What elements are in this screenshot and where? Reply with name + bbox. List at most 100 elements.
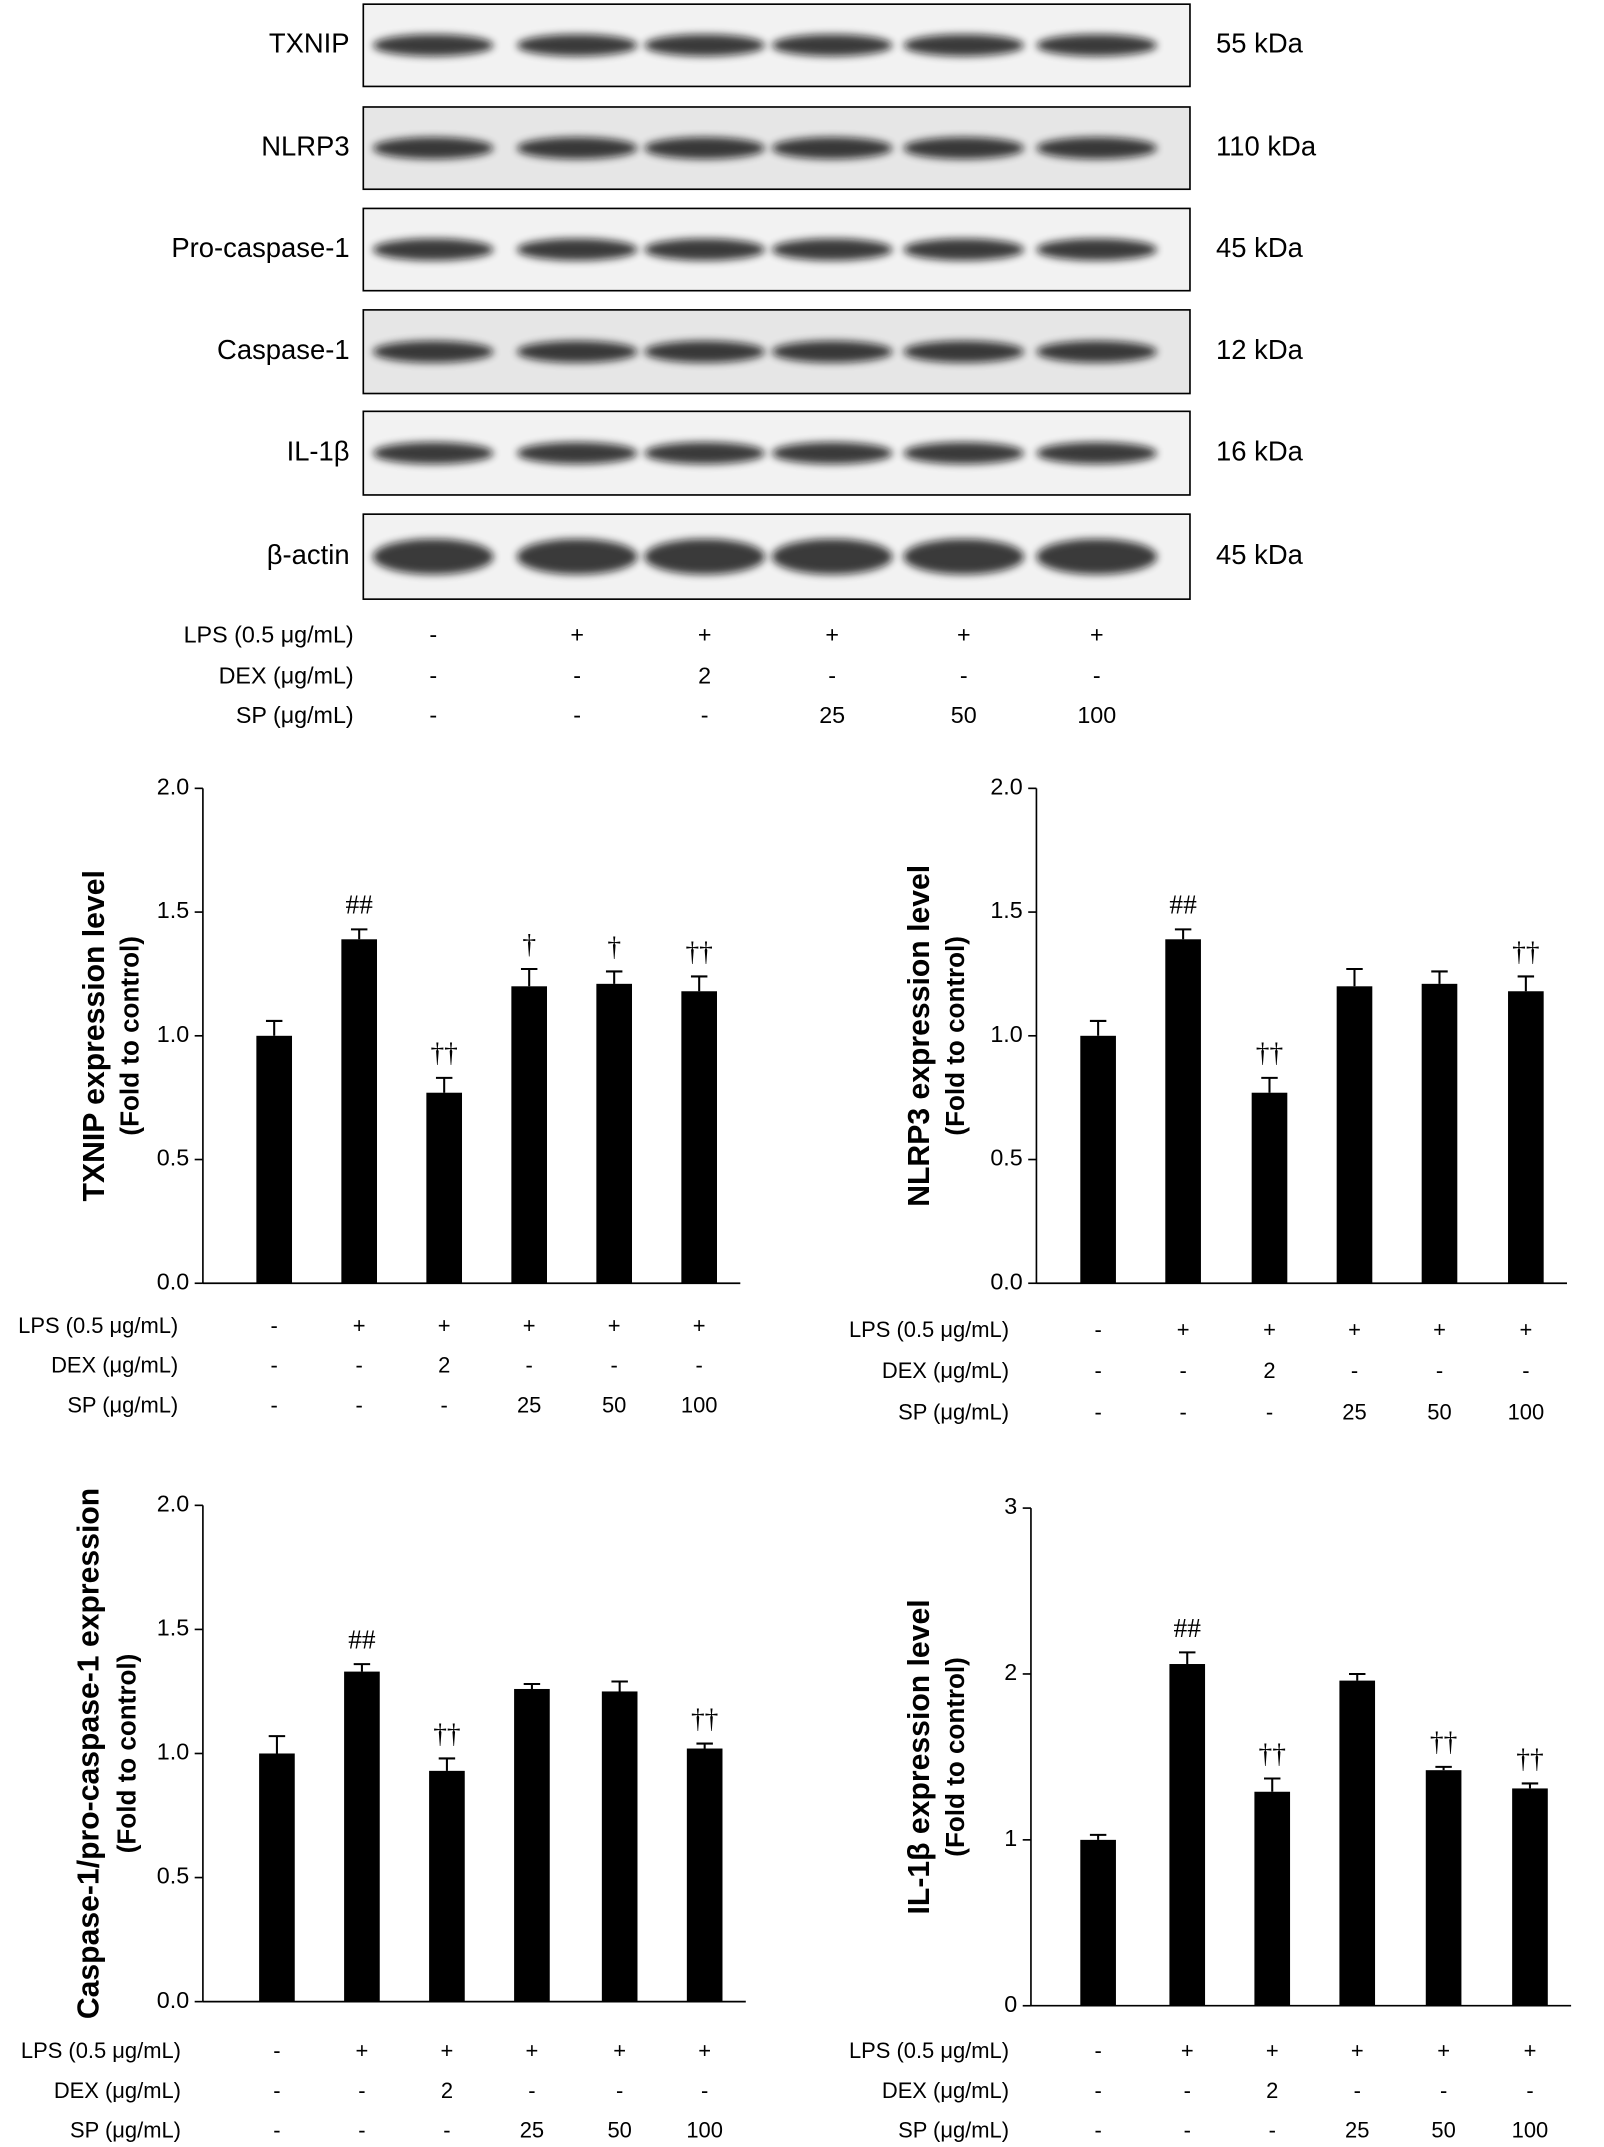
error-bar (435, 1076, 453, 1093)
blot-band (372, 538, 494, 575)
blot-band (372, 340, 494, 363)
error-bar (1435, 1765, 1452, 1771)
y-axis-label: Caspase-1/pro-caspase-1 expression (72, 1488, 105, 2019)
treatment-value: - (1094, 2118, 1101, 2143)
treatment-value: 2 (1263, 1358, 1275, 1383)
blot-band (516, 340, 638, 363)
treatment-value: + (608, 1313, 621, 1338)
treatment-value: 2 (1266, 2078, 1278, 2103)
significance-mark: ## (1169, 890, 1197, 920)
blot-band (903, 340, 1025, 363)
treatment-label: SP (μg/mL) (67, 1392, 178, 1417)
treatment-value: - (273, 2078, 280, 2103)
y-tick-label: 3 (1004, 1493, 1017, 1519)
blot-band (1036, 34, 1158, 57)
treatment-value: 25 (520, 2118, 544, 2143)
treatment-value: - (528, 2078, 535, 2103)
significance-mark: † (522, 929, 536, 959)
y-tick-label: 2.0 (157, 1491, 189, 1517)
treatment-value: 50 (1431, 2118, 1455, 2143)
y-tick-label: 1.5 (157, 1615, 189, 1641)
bar (1339, 1680, 1376, 2006)
treatment-value: - (1094, 2038, 1101, 2063)
treatment-value: + (1266, 2038, 1279, 2063)
treatment-value: - (1093, 662, 1101, 688)
treatment-value: + (698, 2038, 711, 2063)
treatment-value: - (1436, 1358, 1443, 1383)
significance-mark: †† (691, 1704, 718, 1734)
treatment-value: - (429, 702, 437, 728)
blot-size: 45 kDa (1216, 539, 1304, 570)
error-bar (1261, 1076, 1278, 1093)
treatment-value: + (1177, 1317, 1190, 1342)
y-axis-label: (Fold to control) (940, 1657, 970, 1857)
error-bar (438, 1757, 456, 1771)
treatment-value: + (698, 621, 712, 647)
y-axis-label: (Fold to control) (114, 936, 144, 1136)
error-bar (1349, 1672, 1366, 1681)
y-tick-label: 0.0 (157, 1987, 189, 2013)
y-axis-label: TXNIP expression level (78, 870, 111, 1201)
treatment-value: - (443, 2118, 450, 2143)
treatment-value: - (441, 1392, 448, 1417)
blot-band (771, 137, 893, 160)
treatment-value: + (441, 2038, 454, 2063)
treatment-value: 2 (441, 2078, 453, 2103)
treatment-label: LPS (0.5 μg/mL) (849, 2038, 1009, 2063)
treatment-value: 25 (1345, 2118, 1369, 2143)
treatment-value: + (1351, 2038, 1364, 2063)
bar (1512, 1788, 1548, 2006)
blot-band (1036, 238, 1158, 261)
y-tick-label: 1.5 (157, 897, 189, 923)
blot-band (771, 238, 893, 261)
significance-mark: †† (433, 1719, 460, 1749)
bar (511, 986, 548, 1284)
treatment-value: 25 (819, 702, 845, 728)
error-bar (605, 970, 623, 984)
treatment-value: - (273, 2118, 280, 2143)
treatment-label: LPS (0.5 μg/mL) (21, 2038, 181, 2063)
treatment-value: - (273, 2038, 280, 2063)
y-axis-label: (Fold to control) (940, 936, 970, 1136)
error-bar (1264, 1777, 1281, 1792)
treatment-value: - (573, 662, 581, 688)
blot-band (644, 340, 765, 363)
y-tick-label: 0.5 (157, 1145, 189, 1171)
treatment-label: LPS (0.5 μg/mL) (849, 1317, 1009, 1342)
bar (429, 1770, 465, 2002)
treatment-value: - (356, 1392, 363, 1417)
treatment-value: + (1181, 2038, 1194, 2063)
treatment-label: SP (μg/mL) (70, 2118, 181, 2143)
treatment-value: 100 (1508, 1399, 1545, 1424)
treatment-value: + (1433, 1317, 1446, 1342)
significance-mark: †† (430, 1038, 457, 1068)
significance-mark: ## (348, 1625, 376, 1655)
error-bar (265, 1019, 283, 1036)
blot-label: TXNIP (269, 28, 350, 59)
blot-band (903, 137, 1025, 160)
blot-band (644, 442, 765, 465)
treatment-value: + (825, 621, 839, 647)
bar (1251, 1092, 1288, 1284)
treatment-value: 50 (602, 1392, 626, 1417)
treatment-value: - (1522, 1358, 1529, 1383)
bar (601, 1691, 638, 2002)
blot-size: 16 kDa (1216, 435, 1304, 466)
blot-band (771, 442, 893, 465)
error-bar (350, 928, 368, 940)
treatment-value: + (526, 2038, 539, 2063)
y-tick-label: 0.5 (157, 1863, 189, 1889)
treatment-value: - (429, 621, 437, 647)
treatment-value: - (1179, 1399, 1186, 1424)
treatment-value: 100 (686, 2118, 723, 2143)
blot-band (644, 238, 765, 261)
treatment-value: 100 (681, 1392, 718, 1417)
y-tick-label: 2.0 (157, 774, 189, 800)
blot-band (903, 238, 1025, 261)
y-tick-label: 1.0 (157, 1021, 189, 1047)
treatment-label: DEX (μg/mL) (219, 662, 354, 688)
bar (259, 1753, 295, 2002)
error-bar (1174, 928, 1192, 940)
bar (1336, 986, 1373, 1284)
